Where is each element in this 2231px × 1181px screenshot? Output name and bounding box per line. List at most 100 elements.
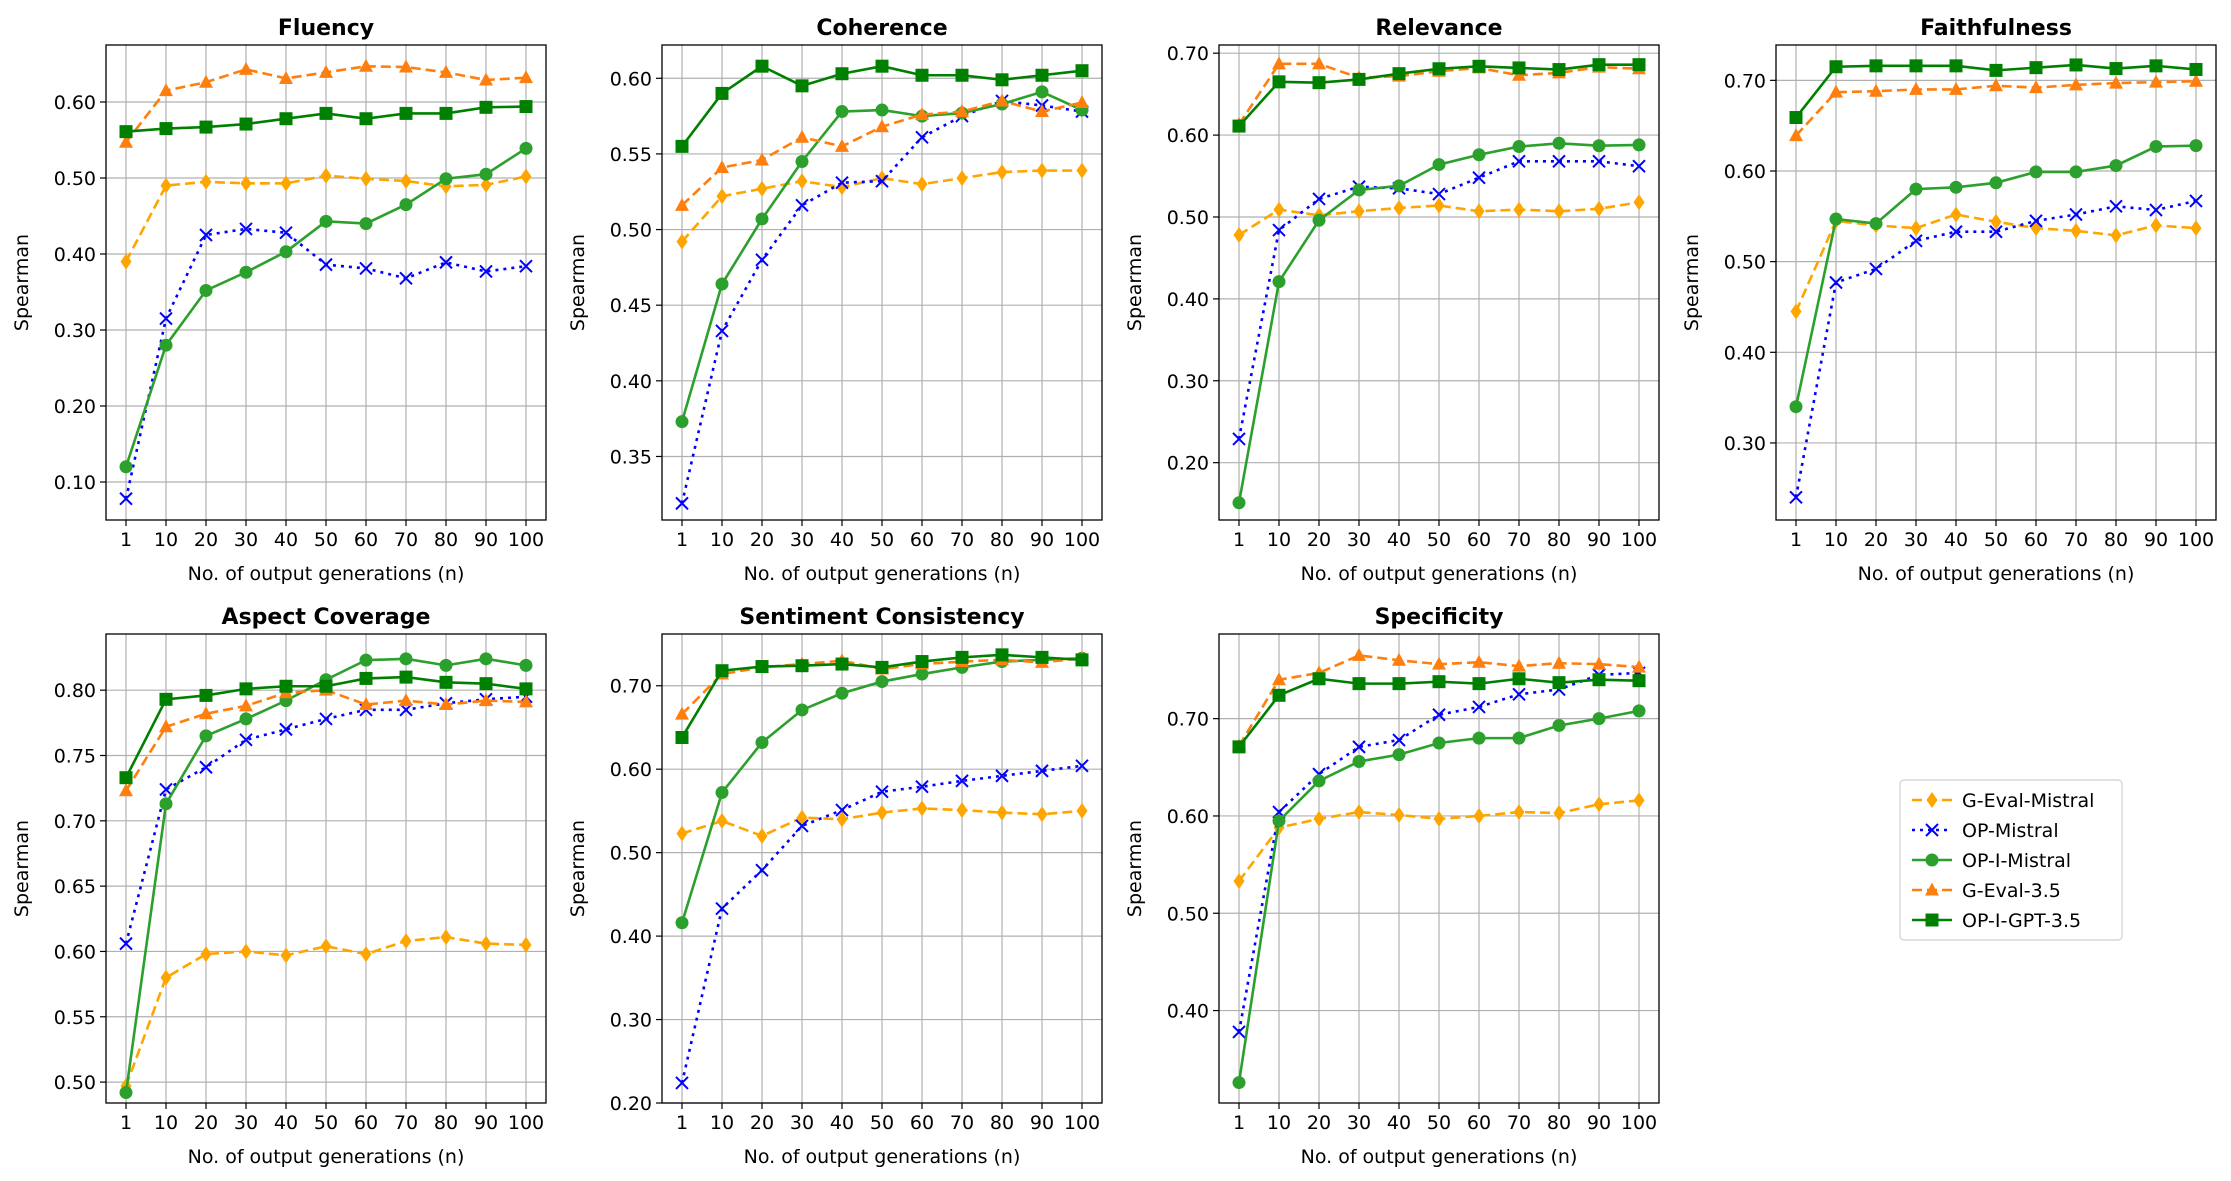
x-tick-label: 80 [434, 1112, 458, 1134]
data-point-g-eval-mistral [200, 173, 212, 190]
data-point-op-i-gpt-3-5 [1312, 672, 1326, 686]
data-point-g-eval-mistral [756, 180, 768, 197]
data-point-op-i-gpt-3-5 [1272, 75, 1286, 89]
legend-box [1899, 779, 2123, 941]
x-tick-label: 10 [1267, 529, 1291, 551]
data-point-g-eval-mistral [1910, 220, 1922, 237]
x-tick-label: 50 [1427, 529, 1451, 551]
data-point-g-eval-mistral [1036, 162, 1048, 179]
x-tick-label: 10 [710, 1112, 734, 1134]
data-point-g-eval-3-5 [955, 104, 969, 118]
data-point-g-eval-mistral [1990, 213, 2002, 230]
data-point-g-eval-3-5 [519, 70, 533, 84]
data-point-g-eval-mistral [240, 175, 252, 192]
data-point-g-eval-mistral [1513, 201, 1525, 218]
y-axis-label: Spearman [567, 820, 589, 917]
data-point-op-i-gpt-3-5 [519, 100, 533, 114]
data-point-op-i-gpt-3-5 [995, 648, 1009, 662]
data-point-op-i-mistral [1512, 140, 1526, 154]
data-point-g-eval-3-5 [199, 706, 213, 720]
data-point-g-eval-3-5 [1352, 647, 1366, 661]
y-axis-label: Spearman [11, 820, 33, 917]
chart-title: Relevance [1375, 16, 1502, 41]
data-point-op-i-mistral [1632, 704, 1646, 718]
data-point-g-eval-mistral [716, 812, 728, 829]
data-point-g-eval-mistral [756, 827, 768, 844]
data-point-g-eval-3-5 [1592, 656, 1606, 670]
data-point-op-i-mistral [519, 658, 533, 672]
x-tick-label: 20 [750, 529, 774, 551]
data-point-op-i-gpt-3-5 [1232, 119, 1246, 133]
data-point-op-mistral [159, 311, 173, 326]
data-point-op-i-gpt-3-5 [675, 139, 689, 153]
x-tick-label: 100 [1621, 1112, 1657, 1134]
data-point-op-i-mistral [2109, 159, 2123, 173]
x-tick-label: 20 [194, 1112, 218, 1134]
data-point-op-i-gpt-3-5 [1592, 673, 1606, 687]
y-tick-label: 0.20 [1167, 453, 1209, 475]
data-point-g-eval-3-5 [1829, 84, 1843, 98]
data-point-g-eval-3-5 [1432, 656, 1446, 670]
data-point-op-i-gpt-3-5 [1512, 672, 1526, 686]
data-point-op-i-mistral [795, 703, 809, 717]
data-point-op-i-gpt-3-5 [675, 730, 689, 744]
data-point-op-i-gpt-3-5 [1352, 677, 1366, 691]
x-tick-label: 90 [1587, 529, 1611, 551]
data-point-op-i-gpt-3-5 [955, 68, 969, 82]
data-point-op-i-mistral [279, 245, 293, 259]
data-point-g-eval-3-5 [479, 693, 493, 707]
legend-marker-g-eval-mistral [1926, 792, 1938, 808]
data-point-op-i-mistral [1232, 496, 1246, 510]
data-point-g-eval-3-5 [1869, 83, 1883, 97]
data-point-g-eval-mistral [1473, 203, 1485, 220]
data-point-op-i-mistral [159, 797, 173, 811]
data-point-op-i-mistral [1512, 731, 1526, 745]
x-tick-label: 70 [2064, 529, 2088, 551]
data-point-op-mistral [2189, 194, 2203, 208]
data-point-op-mistral [159, 782, 173, 797]
x-tick-label: 80 [990, 529, 1014, 551]
data-point-op-i-gpt-3-5 [439, 675, 453, 689]
data-point-op-i-mistral [2149, 140, 2163, 154]
data-point-op-mistral [1989, 225, 2003, 239]
data-point-op-i-gpt-3-5 [1909, 59, 1923, 73]
data-point-op-i-gpt-3-5 [1989, 63, 2003, 77]
data-point-op-i-gpt-3-5 [359, 671, 373, 685]
data-point-g-eval-mistral [1790, 303, 1802, 320]
data-point-op-i-mistral [755, 735, 769, 749]
y-tick-label: 0.70 [1724, 70, 1766, 92]
data-point-op-i-mistral [199, 283, 213, 297]
data-point-op-mistral [319, 712, 333, 726]
x-tick-label: 1 [676, 1112, 688, 1134]
data-point-g-eval-3-5 [1272, 672, 1286, 686]
chart-title: Specificity [1375, 605, 1504, 630]
x-tick-label: 50 [870, 529, 894, 551]
data-point-op-i-mistral [319, 214, 333, 228]
y-tick-label: 0.50 [610, 843, 652, 865]
y-tick-label: 0.40 [1167, 1001, 1209, 1023]
y-tick-label: 0.40 [54, 244, 96, 266]
data-point-g-eval-3-5 [2149, 74, 2163, 88]
x-tick-label: 100 [1064, 529, 1100, 551]
data-point-op-i-gpt-3-5 [1949, 59, 1963, 73]
x-tick-label: 10 [710, 529, 734, 551]
data-point-g-eval-3-5 [1949, 81, 1963, 95]
data-point-g-eval-mistral [1233, 873, 1245, 890]
data-point-op-mistral [1829, 275, 1843, 290]
data-point-g-eval-3-5 [2029, 80, 2043, 94]
y-tick-label: 0.60 [54, 92, 96, 114]
x-tick-label: 100 [2178, 529, 2214, 551]
data-point-op-mistral [795, 198, 809, 213]
data-point-op-i-gpt-3-5 [439, 106, 453, 120]
x-tick-label: 40 [830, 1112, 854, 1134]
x-tick-label: 50 [1984, 529, 2008, 551]
data-point-g-eval-3-5 [1472, 654, 1486, 668]
data-point-op-mistral [875, 174, 889, 188]
x-tick-label: 50 [870, 1112, 894, 1134]
data-point-g-eval-mistral [1353, 203, 1365, 220]
x-tick-label: 50 [1427, 1112, 1451, 1134]
data-point-g-eval-3-5 [439, 64, 453, 78]
data-point-op-mistral [399, 271, 413, 286]
data-point-op-mistral [359, 261, 373, 276]
data-point-g-eval-mistral [160, 969, 172, 986]
